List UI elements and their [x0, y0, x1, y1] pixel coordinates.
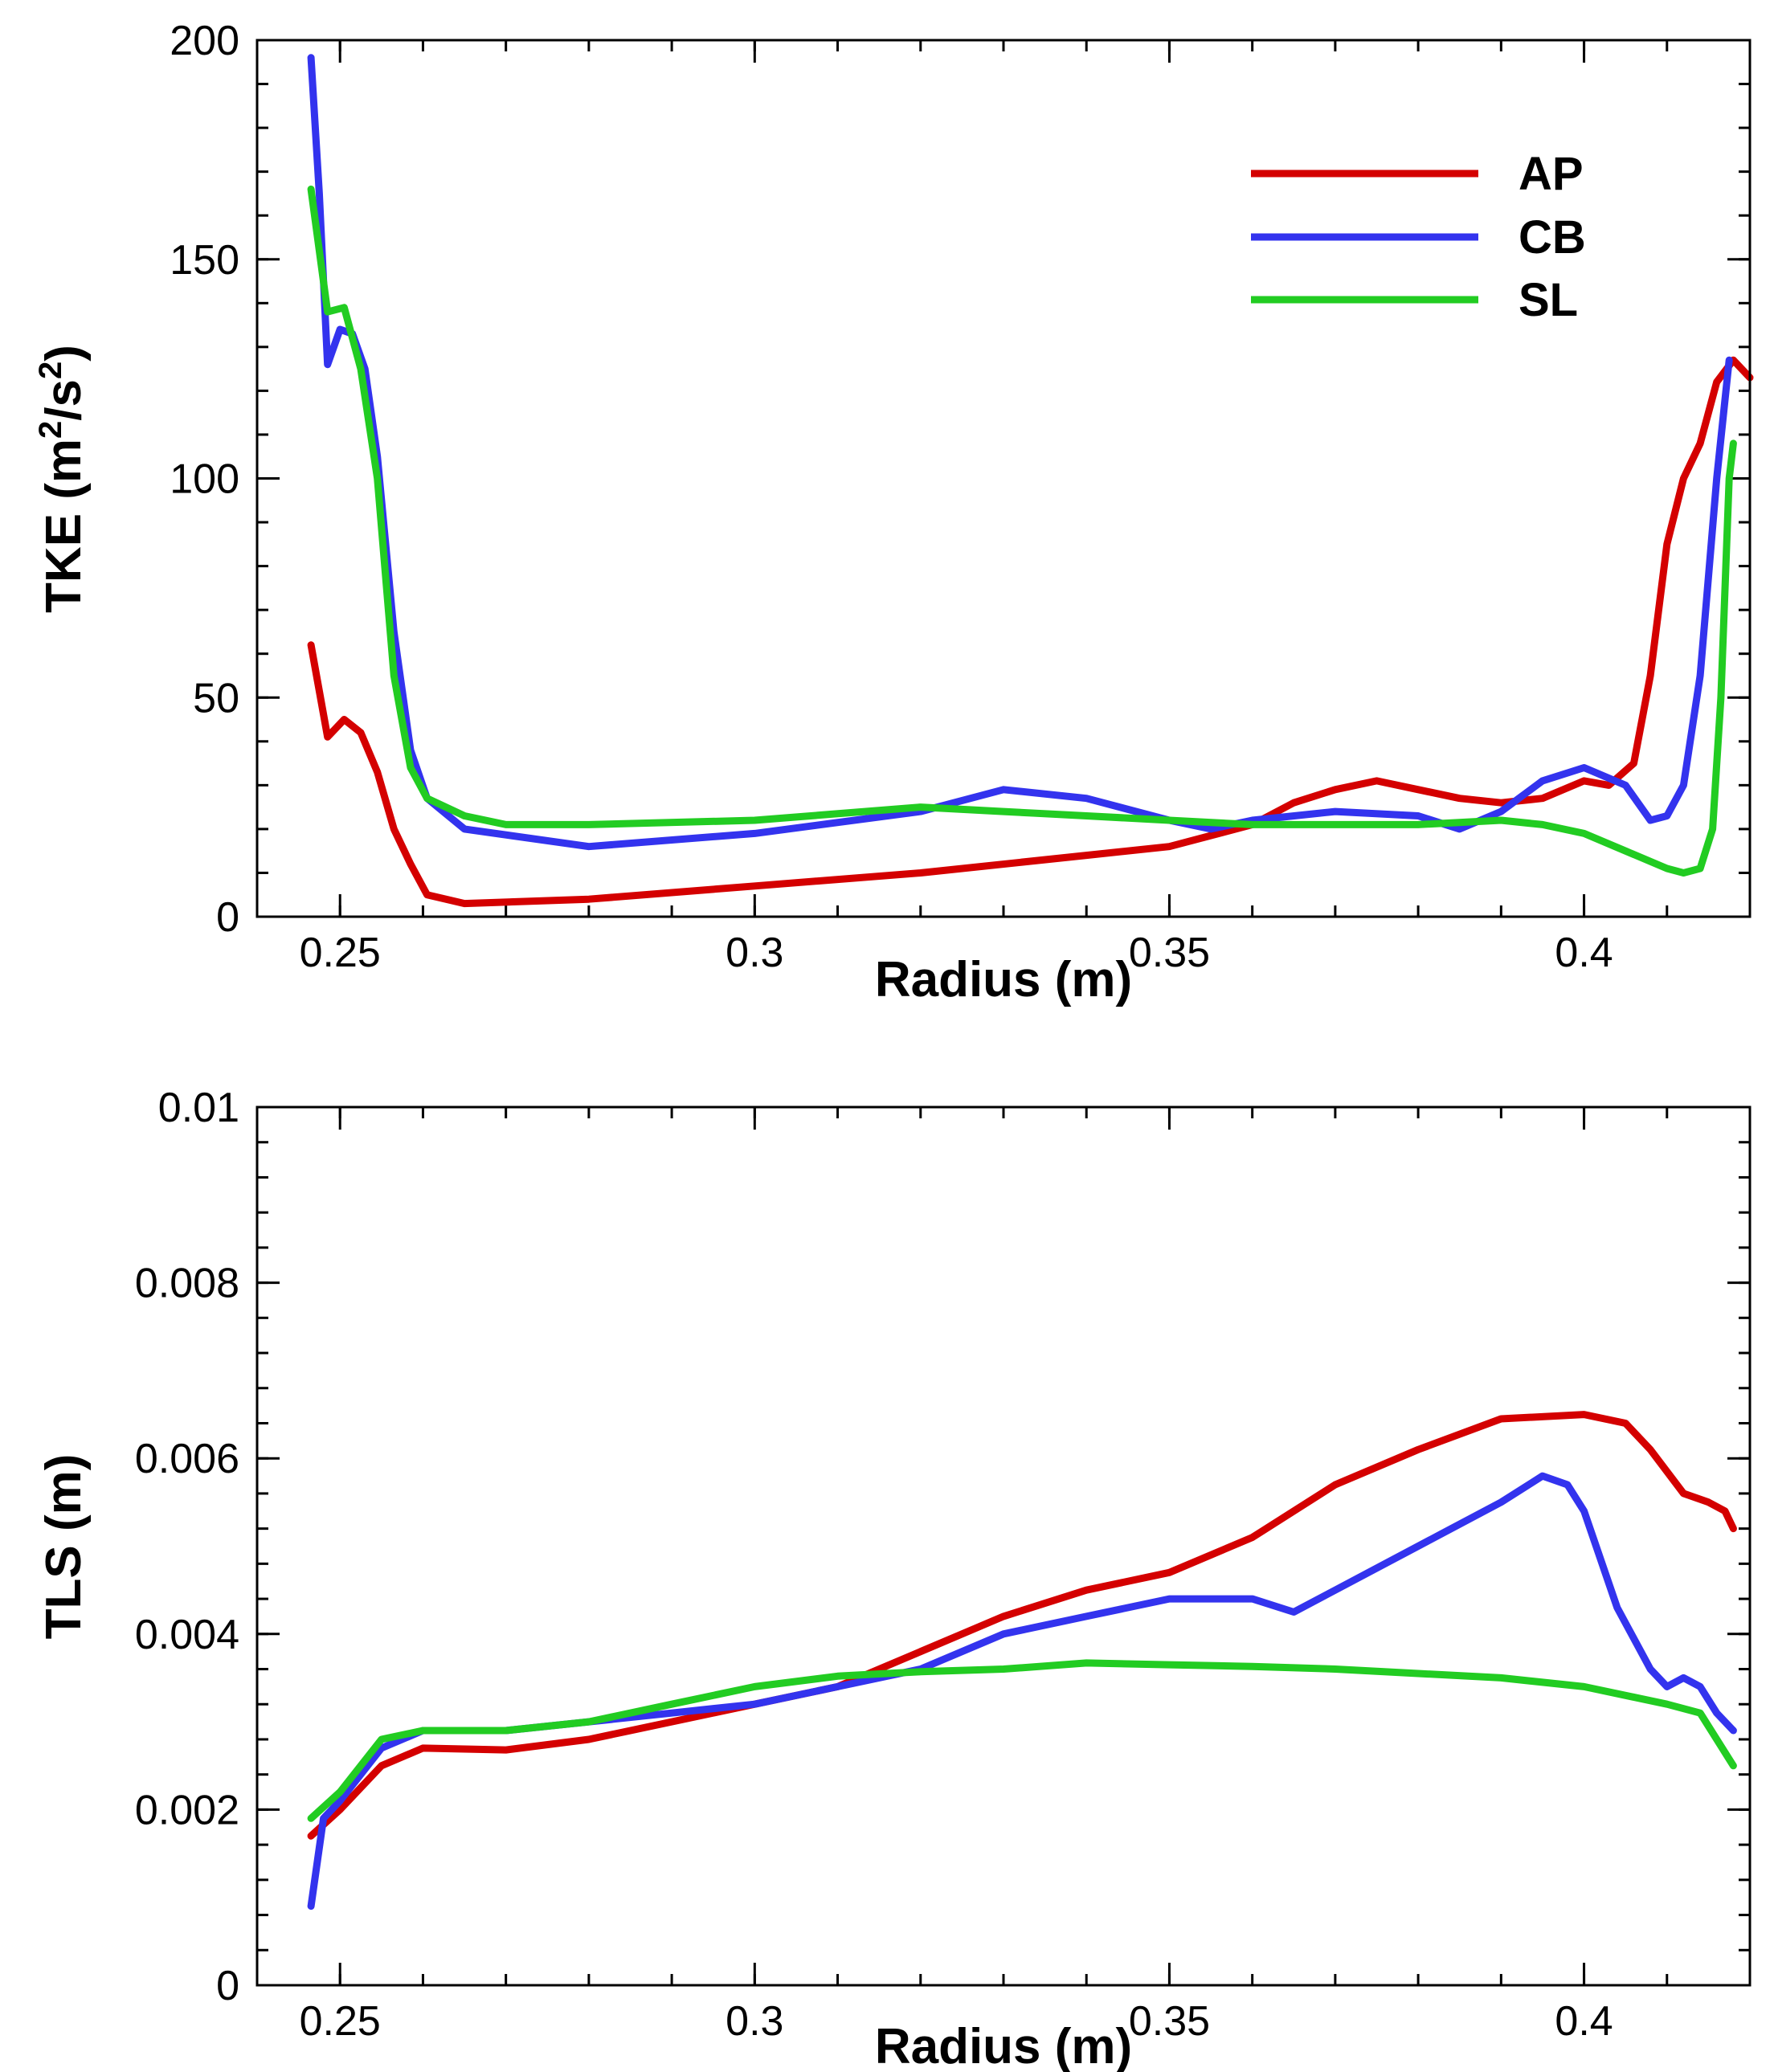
tls-chart: 0.25 0.3 0.35 0.400.0020.0040.0060.0080.01 …	[36, 1085, 1752, 2072]
tls-x-axis-title: Radius (m)	[875, 2019, 1132, 2072]
tke-y-tick-label: 50	[193, 675, 239, 721]
tke-y-tick-label: 200	[170, 18, 239, 64]
tls-plot-frame	[255, 1105, 1752, 1987]
tls-tick-labels: 0.25 0.3 0.35 0.4 0 0.002 0.004 0.006 0.008 0.01	[135, 1085, 1613, 2045]
tke-chart: 0.25 0.3 0.35 0.4 0 50 100 150 200 Radius (m) TK…	[33, 18, 1754, 1007]
tls-x-tick-label: 0.3	[726, 1998, 783, 2045]
tke-legend: AP CB SL	[1251, 148, 1586, 326]
legend-label-cb: CB	[1519, 211, 1586, 264]
tls-y-tick-label: 0.008	[135, 1261, 239, 1307]
tke-plot-frame	[255, 39, 1752, 918]
tls-y-tick-label: 0.002	[135, 1787, 239, 1833]
tls-series-ap-line	[307, 1411, 1737, 1840]
tls-y-axis-title: TLS (m)	[36, 1454, 92, 1640]
tls-minor-ticks	[255, 1105, 1752, 1987]
tke-x-tick-label: 0.3	[726, 930, 783, 976]
legend-label-ap: AP	[1519, 148, 1584, 200]
tls-y-tick-label: 0	[216, 1963, 239, 2009]
tke-x-tick-label: 0.4	[1555, 930, 1613, 976]
tke-y-tick-label: 150	[170, 237, 239, 284]
tke-series-ap-line	[307, 356, 1754, 908]
tke-x-axis-title: Radius (m)	[875, 952, 1132, 1007]
legend-label-sl: SL	[1519, 274, 1578, 326]
tls-x-tick-label: 0.4	[1555, 1998, 1613, 2045]
tke-tick-labels: 0.25 0.3 0.35 0.4 0 50 100 150 200	[170, 18, 1613, 976]
tke-x-tick-label: 0.25	[300, 930, 381, 976]
tke-y-tick-label: 100	[170, 456, 239, 503]
tls-x-tick-label: 0.35	[1129, 1998, 1210, 2045]
tls-series-sl-line	[307, 1659, 1737, 1822]
tls-x-tick-label: 0.25	[300, 1998, 381, 2045]
tls-y-tick-label: 0.004	[135, 1612, 239, 1658]
tls-series-cb-line	[307, 1472, 1737, 1911]
tke-series	[307, 54, 1754, 908]
tls-y-tick-label: 0.01	[158, 1085, 239, 1131]
tls-series	[307, 1411, 1737, 1911]
tke-series-sl-line	[307, 186, 1737, 877]
tke-y-axis-title: TKE (m2/s2)	[33, 345, 92, 613]
tke-y-tick-label: 0	[216, 894, 239, 941]
tke-series-cb-line	[307, 54, 1733, 851]
tls-y-tick-label: 0.006	[135, 1436, 239, 1482]
tls-major-ticks	[257, 1105, 1750, 1987]
tke-x-tick-label: 0.35	[1129, 930, 1210, 976]
